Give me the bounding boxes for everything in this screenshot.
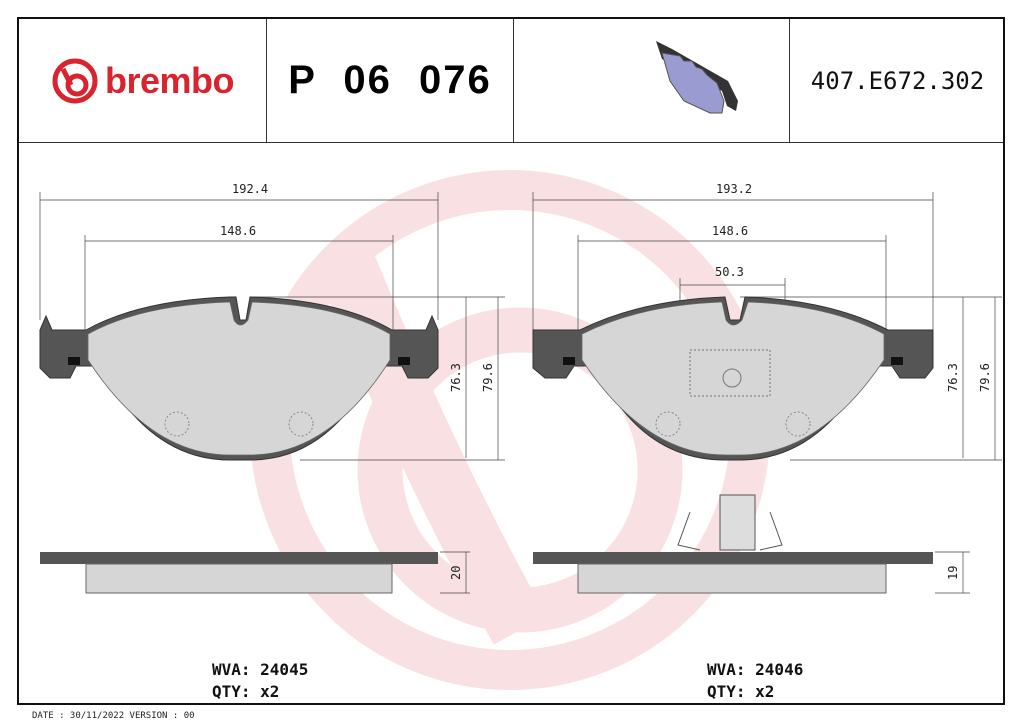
dim-right-thickness: 19: [946, 566, 960, 580]
left-wva: WVA: 24045: [212, 660, 309, 679]
brand-cell: brembo: [19, 19, 267, 142]
right-dimensions: [532, 192, 1002, 594]
reference-cell: 407.E672.302: [790, 19, 1005, 142]
dim-left-inner-width: 148.6: [220, 224, 256, 238]
dim-left-thickness: 20: [449, 566, 463, 580]
left-dimensions: [39, 192, 505, 594]
part-number: P 06 076: [288, 58, 492, 102]
dim-right-inner-width: 148.6: [712, 224, 748, 238]
reference-number: 407.E672.302: [810, 66, 985, 95]
drawing-frame: brembo P 06 076 407.E672.302: [17, 17, 1005, 705]
brembo-logo-icon: [52, 58, 98, 103]
pad-image-cell: [514, 19, 790, 142]
dim-left-height-inner: 76.3: [449, 363, 463, 392]
left-pad-side-view: [40, 552, 438, 594]
left-qty: QTY: x2: [212, 682, 280, 701]
right-pad-side-view: [533, 494, 933, 594]
date-version: DATE : 30/11/2022 VERSION : 00: [32, 711, 195, 721]
brand-name: brembo: [104, 59, 235, 101]
brake-pad-3d-icon: [655, 40, 738, 113]
right-qty: QTY: x2: [707, 682, 775, 701]
dim-right-sensor-width: 50.3: [715, 265, 744, 279]
dim-right-overall-width: 193.2: [716, 182, 752, 196]
dim-right-height-inner: 76.3: [946, 363, 960, 392]
part-number-cell: P 06 076: [267, 19, 514, 142]
right-pad-front-view: [532, 296, 934, 461]
dim-left-overall-width: 192.4: [232, 182, 268, 196]
right-wva: WVA: 24046: [707, 660, 804, 679]
dim-left-height-outer: 79.6: [481, 363, 495, 392]
title-block: brembo P 06 076 407.E672.302: [19, 19, 1003, 143]
dim-right-height-outer: 79.6: [978, 363, 992, 392]
left-pad-front-view: [39, 296, 439, 461]
